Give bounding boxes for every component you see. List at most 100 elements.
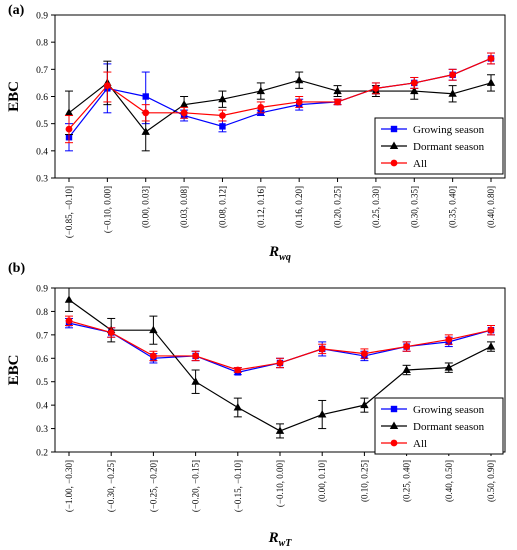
data-point <box>149 325 158 334</box>
data-point <box>256 86 266 95</box>
legend-entry: All <box>381 158 427 170</box>
legend-marker <box>390 125 398 133</box>
data-point <box>219 112 226 119</box>
legend-marker <box>390 405 398 413</box>
panel-b: 0.2 0.3 0.4 0.5 0.6 0.7 0.8 0.9 (−1.00, −0.30] (−… <box>6 261 506 549</box>
data-point <box>107 329 115 336</box>
data-point <box>103 82 111 90</box>
y-tick-label: 0.5 <box>36 120 48 130</box>
series-line <box>68 57 492 130</box>
y-tick-label: 0.3 <box>36 425 48 435</box>
data-point <box>64 108 74 116</box>
panel-a: 0.3 0.4 0.5 0.6 0.7 0.8 0.9 (−0.85, −0.10] (−0.1… <box>6 3 506 263</box>
y-tick-label: 0.2 <box>36 449 48 459</box>
panel-label: (b) <box>8 261 25 276</box>
panel-label: (a) <box>8 3 25 18</box>
x-category-label: (0.08, 0.12] <box>217 186 227 228</box>
y-axis-title: EBC <box>6 81 22 112</box>
x-category-label: (0.12, 0.16] <box>256 186 266 228</box>
legend-marker <box>389 421 399 429</box>
data-point <box>333 86 342 95</box>
x-axis-title-main: R <box>268 530 279 546</box>
data-point <box>360 400 369 409</box>
data-point <box>445 336 453 343</box>
data-point <box>234 366 242 374</box>
legend-marker <box>389 141 399 149</box>
data-point <box>180 109 188 117</box>
data-point <box>448 89 457 97</box>
x-category-label: (0.00, 0.03] <box>141 186 151 228</box>
x-category-label: (0.30, 0.35] <box>409 186 419 228</box>
x-category-label: (0.25, 0.30] <box>371 186 381 228</box>
legend-label: Growing season <box>413 404 485 416</box>
data-point <box>142 109 150 117</box>
y-tick-label: 0.9 <box>36 285 48 295</box>
x-axis-title-subscript: wq <box>279 252 291 263</box>
y-tick-label: 0.4 <box>36 147 48 157</box>
x-axis-title-subscript: wT <box>279 538 293 549</box>
data-point <box>294 75 304 84</box>
legend-entry: Dormant season <box>381 141 485 153</box>
data-point <box>150 352 157 360</box>
data-point <box>486 342 496 350</box>
data-point <box>64 295 74 303</box>
y-tick-label: 0.8 <box>36 308 48 318</box>
data-point <box>257 103 265 111</box>
series-dormant-season <box>64 287 496 439</box>
x-category-label: (−0.85, −0.10] <box>64 186 74 238</box>
data-point <box>65 125 73 133</box>
data-point <box>142 93 149 100</box>
data-point <box>486 78 496 86</box>
y-tick-label: 0.9 <box>36 12 48 22</box>
legend: Growing season Dormant season All <box>374 117 504 175</box>
x-category-label: (0.40, 0.50] <box>444 460 454 502</box>
x-category-label: (0.03, 0.08] <box>179 186 189 228</box>
data-point <box>402 365 411 373</box>
data-point <box>219 123 226 130</box>
data-point <box>334 98 341 106</box>
series-all <box>65 52 495 144</box>
y-tick-label: 0.8 <box>36 39 48 49</box>
data-point <box>191 377 200 385</box>
data-point <box>318 410 327 418</box>
data-point <box>487 55 495 62</box>
y-tick-label: 0.6 <box>36 93 48 103</box>
y-tick-label: 0.7 <box>36 331 48 341</box>
x-category-label: (0.50, 0.90] <box>486 460 496 502</box>
data-point <box>318 345 326 353</box>
data-point <box>233 402 242 411</box>
y-tick-label: 0.4 <box>36 402 48 412</box>
data-point <box>372 84 380 92</box>
data-point <box>487 326 495 334</box>
x-category-label: (−1.00, −0.30] <box>64 460 74 512</box>
series-line <box>68 79 492 133</box>
x-category-label: (0.20, 0.25] <box>333 186 343 228</box>
data-point <box>179 100 189 108</box>
x-axis-title: Rwq <box>268 244 291 263</box>
x-category-label: (−0.20, −0.15] <box>191 460 201 512</box>
x-category-label: (−0.15, −0.10] <box>233 460 243 512</box>
data-point <box>295 98 303 106</box>
data-point <box>361 350 368 357</box>
legend-entry: Dormant season <box>381 421 485 433</box>
x-category-label: (0.00, 0.10] <box>317 460 327 502</box>
y-tick-label: 0.7 <box>36 66 48 76</box>
x-category-label: (0.35, 0.40] <box>448 186 458 228</box>
data-point <box>444 363 453 371</box>
x-category-label: (−0.30, −0.25] <box>106 460 116 512</box>
x-axis-title: RwT <box>268 530 293 549</box>
y-tick-label: 0.6 <box>36 355 48 365</box>
legend-label: Growing season <box>413 124 485 136</box>
data-point <box>218 94 227 103</box>
data-point <box>449 71 457 79</box>
x-axis-title-main: R <box>268 244 279 260</box>
y-tick-label: 0.5 <box>36 378 48 388</box>
series-all <box>65 315 495 374</box>
legend-label: Dormant season <box>413 141 485 153</box>
x-category-label: (0.10, 0.25] <box>359 460 369 502</box>
y-tick-label: 0.3 <box>36 175 48 185</box>
legend-entry: Growing season <box>381 124 485 136</box>
x-category-label: (−0.25, −0.20] <box>148 460 158 512</box>
data-point <box>276 359 284 367</box>
